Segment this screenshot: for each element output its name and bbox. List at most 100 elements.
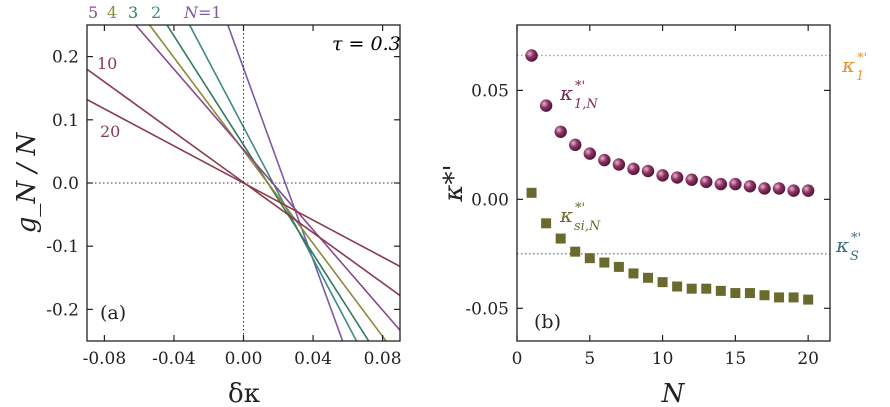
data-point-circle — [714, 177, 728, 191]
x-tick-label: 0.04 — [294, 349, 332, 369]
data-point-square — [686, 283, 697, 294]
series-label: N=1 — [183, 3, 222, 22]
data-point-square — [570, 246, 581, 257]
kappa-annotation: κ *' si,N — [559, 201, 601, 234]
series-label: 10 — [97, 54, 117, 73]
x-tick-label: -0.04 — [152, 349, 196, 369]
kappa-subscript: 1,N — [574, 97, 598, 112]
data-point-square — [744, 288, 755, 299]
data-point-circle — [700, 175, 713, 189]
data-point-circle — [569, 138, 582, 152]
data-point-square — [715, 285, 726, 296]
kappa-subscript: 1 — [856, 69, 864, 84]
kappa-symbol: κ — [841, 53, 855, 77]
data-point-square — [788, 292, 799, 303]
data-point-circle — [525, 49, 538, 62]
panel-a-x-axis-label: δκ — [228, 379, 260, 407]
data-point-square — [803, 294, 814, 305]
kappa-superscript: *' — [575, 201, 585, 216]
data-point-circle — [758, 182, 771, 195]
data-point-circle — [801, 184, 815, 197]
panel-b-annotations: κ *'1,Nκ *'si,Nκ *'1κ *'S — [559, 51, 867, 264]
kappa-subscript: si,N — [574, 219, 601, 234]
panel-a-tau-annotation: τ = 0.3 — [332, 33, 401, 55]
series-label: 2 — [151, 3, 161, 22]
y-tick-label: 0.05 — [471, 81, 509, 101]
data-point-square — [541, 218, 552, 229]
x-tick-label: 0.08 — [364, 349, 402, 369]
series-line-n1 — [227, 25, 344, 341]
data-point-circle — [670, 171, 684, 184]
data-point-circle — [612, 158, 626, 171]
series-label: 3 — [128, 3, 138, 22]
kappa-symbol: κ — [835, 233, 849, 257]
panel-a-reference-lines — [87, 25, 400, 341]
data-point-square — [526, 187, 537, 198]
y-tick-label: -0.05 — [465, 299, 509, 319]
data-point-square — [584, 253, 595, 264]
x-tick-label: 0.00 — [225, 349, 263, 369]
data-point-square — [643, 272, 654, 283]
data-point-circle — [641, 164, 655, 178]
panel-a-label: (a) — [100, 302, 126, 324]
kappa-annotation: κ *' 1 — [841, 51, 867, 84]
kappa-annotation: κ *' 1,N — [559, 79, 598, 112]
kappa-superscript: *' — [575, 79, 585, 94]
data-point-square — [555, 233, 566, 244]
data-point-square — [672, 281, 683, 292]
kappa-superscript: *' — [851, 231, 861, 246]
panel-a-ticks: -0.08 -0.04 0.00 0.04 0.08 0.2 0.1 0.0 -0.1 -0.2 — [46, 25, 402, 369]
data-point-square — [613, 261, 624, 272]
data-point-square — [628, 268, 639, 279]
data-point-circle — [539, 99, 553, 112]
panel-b-points — [525, 49, 815, 305]
y-tick-label: 0.1 — [52, 111, 79, 131]
panel-b-reference-lines — [517, 54, 830, 255]
data-point-circle — [685, 173, 698, 186]
series-line-5 — [135, 25, 400, 331]
x-tick-label: -0.08 — [83, 349, 127, 369]
data-point-circle — [656, 169, 669, 182]
data-point-square — [759, 290, 770, 301]
y-tick-label: -0.2 — [46, 300, 79, 320]
data-point-square — [701, 283, 712, 294]
series-label: 4 — [107, 3, 117, 22]
kappa-annotation: κ *' S — [835, 231, 861, 264]
data-point-square — [730, 288, 741, 299]
panel-b-label: (b) — [534, 311, 561, 333]
panel-a-y-axis-label: g_N / N — [12, 132, 42, 234]
data-point-circle — [787, 184, 800, 197]
y-tick-label: 0.2 — [52, 48, 79, 68]
data-point-square — [657, 277, 668, 288]
data-point-circle — [772, 182, 786, 195]
y-tick-label: 0.00 — [471, 190, 509, 210]
panel-b-frame — [516, 24, 831, 342]
y-tick-label: 0.0 — [52, 174, 79, 194]
data-point-square — [599, 257, 610, 268]
series-label: 5 — [88, 3, 98, 22]
panel-b-x-axis-label: N — [661, 379, 686, 407]
kappa-superscript: *' — [857, 51, 867, 66]
y-tick-label: -0.1 — [46, 237, 79, 257]
x-tick-label: 10 — [652, 349, 674, 369]
data-point-circle — [743, 180, 757, 193]
kappa-subscript: S — [850, 249, 859, 264]
panel-b-ticks: 0 5 10 15 20 0.05 0.00 -0.05 — [465, 25, 830, 369]
x-tick-label: 15 — [725, 349, 747, 369]
data-point-circle — [627, 162, 640, 176]
x-tick-label: 20 — [797, 349, 819, 369]
series-label: 20 — [100, 122, 120, 141]
data-point-circle — [729, 177, 742, 191]
panel-b-y-axis-label: κ*' — [439, 164, 469, 202]
kappa-symbol: κ — [559, 81, 573, 105]
panel-b: 0 5 10 15 200.050.00-0.05 (b) N κ*' κ *'1,Nκ *… — [439, 24, 867, 407]
x-tick-label: 0 — [512, 349, 523, 369]
data-point-circle — [554, 125, 567, 138]
kappa-symbol: κ — [559, 203, 573, 227]
data-point-square — [774, 292, 785, 303]
panel-a: -0.08 -0.04 0.00 0.04 0.080.20.10.0-0.1-0.2 … — [12, 3, 402, 407]
data-point-circle — [583, 147, 596, 160]
x-tick-label: 5 — [584, 349, 595, 369]
